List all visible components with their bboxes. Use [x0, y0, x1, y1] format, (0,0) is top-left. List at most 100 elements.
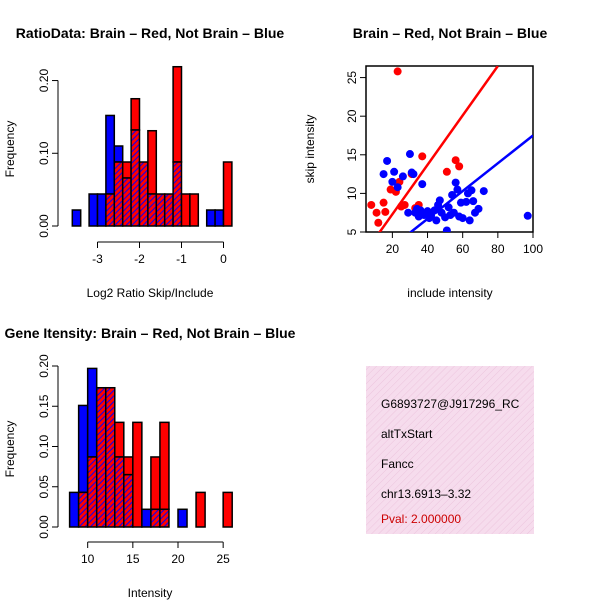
info-line-type: altTxStart — [381, 427, 433, 441]
scatter-y-tick-label: 10 — [345, 186, 359, 200]
intensity-histogram-panel: Gene Itensity: Brain – Red, Not Brain – … — [3, 325, 296, 600]
ratio-hist-bar-overlap — [138, 161, 149, 227]
ratio-hist-bar-overlap — [105, 193, 116, 227]
scatter-point-not-brain — [435, 196, 444, 205]
scatter-point-brain — [455, 162, 464, 171]
scatter-point-not-brain — [467, 186, 476, 195]
intensity-hist-x-tick-label: 10 — [81, 552, 95, 566]
intensity-histogram-xlabel: Intensity — [128, 586, 173, 600]
ratio-hist-bar-red — [147, 129, 158, 195]
ratio-hist-bar-blue — [71, 209, 82, 227]
ratio-hist-bar-blue — [214, 209, 225, 227]
ratio-hist-x-tick-label: 0 — [220, 252, 227, 266]
intensity-hist-y-tick-label: 0.20 — [37, 354, 51, 378]
scatter-point-not-brain — [465, 216, 474, 225]
scatter-title: Brain – Red, Not Brain – Blue — [353, 25, 548, 41]
ratio-hist-bar-blue — [205, 209, 216, 227]
intensity-histogram-title: Gene Itensity: Brain – Red, Not Brain – … — [5, 325, 296, 341]
ratio-histogram-title: RatioData: Brain – Red, Not Brain – Blue — [16, 25, 285, 41]
scatter-point-not-brain — [462, 197, 471, 206]
intensity-hist-bar-red — [150, 456, 161, 511]
scatter-ylabel: skip intensity — [303, 115, 317, 184]
ratio-hist-bar-overlap — [163, 193, 174, 227]
intensity-hist-x-tick-label: 25 — [216, 552, 230, 566]
scatter-x-tick-label: 80 — [491, 242, 505, 256]
scatter-point-not-brain — [442, 226, 451, 232]
ratio-hist-bar-overlap — [172, 161, 183, 227]
intensity-hist-bar-overlap — [114, 456, 125, 528]
scatter-point-not-brain — [398, 172, 407, 181]
intensity-hist-bar-blue — [86, 367, 98, 458]
ratio-histogram-panel: RatioData: Brain – Red, Not Brain – Blue… — [3, 25, 284, 300]
scatter-point-brain — [381, 207, 390, 216]
scatter-x-tick-label: 100 — [523, 242, 543, 256]
ratio-histogram-ylabel: Frequency — [3, 121, 17, 178]
intensity-hist-bar-red — [222, 491, 233, 528]
scatter-point-brain — [379, 198, 388, 207]
scatter-point-brain — [418, 152, 427, 161]
intensity-hist-bar-blue — [177, 508, 188, 528]
scatter-y-tick-label: 25 — [345, 71, 359, 85]
info-pval: Pval: 2.000000 — [381, 512, 461, 526]
scatter-x-tick-label: 20 — [386, 242, 400, 256]
intensity-hist-bar-blue — [77, 404, 89, 494]
ratio-hist-bar-red — [180, 193, 191, 227]
scatter-point-not-brain — [451, 178, 460, 187]
info-panel-background — [366, 366, 534, 534]
scatter-point-not-brain — [523, 211, 532, 220]
ratio-hist-x-tick-label: -3 — [92, 252, 103, 266]
intensity-hist-bar-overlap — [123, 473, 134, 528]
scatter-point-not-brain — [383, 156, 392, 165]
intensity-hist-y-tick-label: 0.15 — [37, 394, 51, 418]
ratio-hist-bar-red — [189, 193, 200, 227]
info-line-location: chr13.6913–3.32 — [381, 487, 471, 501]
intensity-hist-bar-overlap — [104, 386, 116, 528]
info-line-gene: Fancc — [381, 457, 414, 471]
ratio-hist-bar-overlap — [113, 161, 124, 227]
ratio-hist-x-tick-label: -2 — [134, 252, 145, 266]
ratio-hist-bar-red — [222, 161, 233, 227]
intensity-hist-y-tick-label: 0.10 — [37, 434, 51, 458]
scatter-point-not-brain — [418, 180, 427, 189]
intensity-hist-bar-red — [132, 421, 143, 528]
scatter-point-not-brain — [404, 208, 413, 217]
ratio-hist-bar-blue — [96, 193, 107, 227]
intensity-hist-bar-blue — [68, 491, 80, 528]
ratio-hist-bar-blue — [88, 193, 99, 227]
intensity-hist-bar-red — [114, 421, 125, 458]
ratio-hist-bar-overlap — [130, 129, 141, 227]
ratio-hist-bar-red — [130, 97, 141, 131]
ratio-hist-bar-red — [172, 65, 183, 163]
intensity-hist-bar-red — [123, 456, 134, 476]
scatter-point-not-brain — [393, 183, 402, 192]
intensity-hist-bar-overlap — [150, 508, 161, 528]
scatter-point-not-brain — [444, 203, 453, 212]
scatter-y-tick-label: 15 — [345, 148, 359, 162]
scatter-x-tick-label: 60 — [456, 242, 470, 256]
intensity-hist-y-tick-label: 0.00 — [37, 515, 51, 539]
ratio-hist-bar-overlap — [121, 177, 132, 227]
scatter-point-brain — [372, 208, 381, 217]
ratio-hist-y-tick-label: 0.00 — [37, 214, 51, 238]
ratio-hist-bar-overlap — [147, 193, 158, 227]
intensity-histogram-ylabel: Frequency — [3, 421, 17, 478]
scatter-y-tick-label: 5 — [345, 228, 359, 235]
ratio-hist-bar-red — [121, 161, 132, 179]
scatter-point-not-brain — [453, 185, 462, 194]
scatter-point-brain — [400, 200, 409, 209]
scatter-point-brain — [451, 156, 460, 165]
intensity-hist-bar-overlap — [77, 491, 89, 528]
scatter-y-tick-label: 20 — [345, 109, 359, 123]
ratio-hist-x-tick-label: -1 — [176, 252, 187, 266]
ratio-hist-bar-blue — [105, 114, 116, 195]
scatter-point-not-brain — [458, 214, 467, 223]
info-line-id: G6893727@J917296_RC — [381, 397, 520, 411]
scatter-point-brain — [367, 200, 376, 209]
intensity-hist-x-tick-label: 15 — [126, 552, 140, 566]
scatter-point-not-brain — [469, 197, 478, 206]
ratio-hist-bar-blue — [113, 145, 124, 163]
scatter-point-not-brain — [409, 170, 418, 179]
intensity-hist-bar-red — [195, 491, 206, 528]
